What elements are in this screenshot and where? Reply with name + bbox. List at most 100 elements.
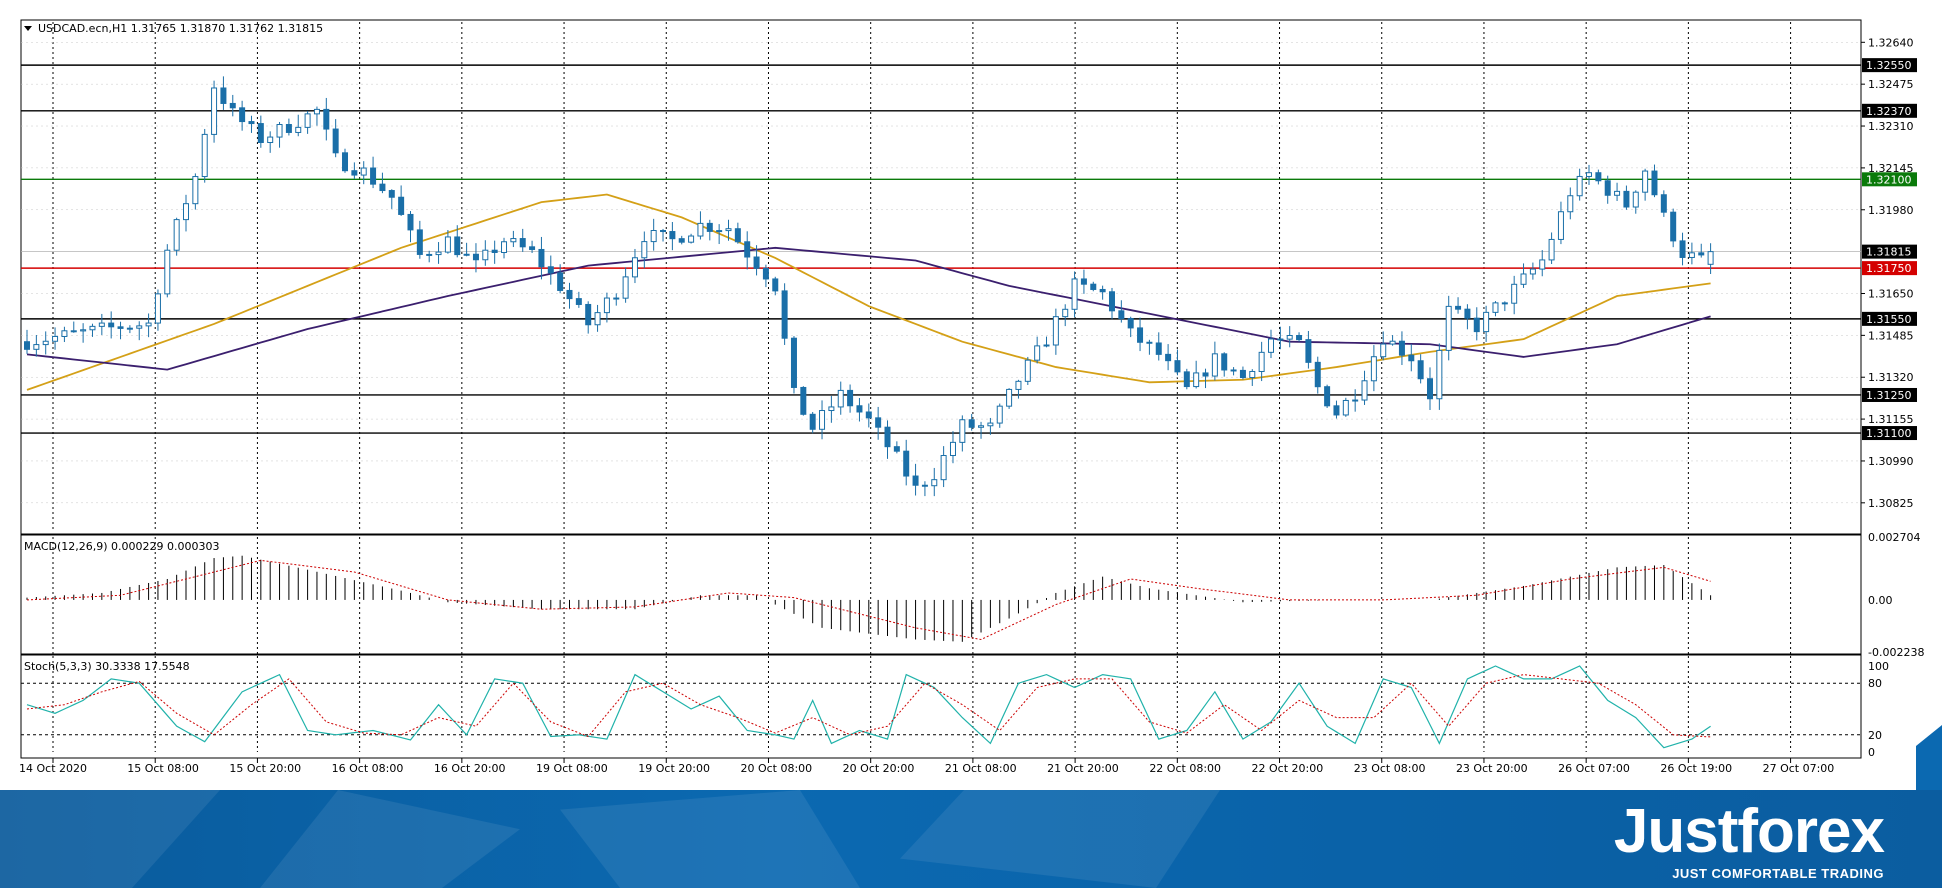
bullish-candle: [154, 293, 161, 324]
bearish-candle: [1165, 353, 1172, 362]
bearish-candle: [865, 411, 872, 419]
bearish-candle: [538, 248, 545, 268]
bullish-candle: [463, 253, 470, 256]
stoch-tick-label: 100: [1868, 660, 1889, 673]
bullish-candle: [1258, 351, 1265, 372]
bullish-candle: [276, 124, 283, 138]
bullish-candle: [173, 219, 180, 251]
bearish-candle: [257, 123, 264, 144]
macd-panel-frame: [20, 534, 1862, 655]
bullish-candle: [1567, 195, 1574, 213]
bearish-candle: [1239, 369, 1246, 379]
price-tick-label: 1.32310: [1868, 120, 1914, 133]
bearish-candle: [229, 102, 236, 109]
bullish-candle: [482, 249, 489, 261]
stoch-tick-label: 20: [1868, 729, 1882, 742]
bearish-candle: [1146, 341, 1153, 344]
bullish-candle: [1548, 238, 1555, 261]
bearish-candle: [220, 87, 227, 104]
level-1.32100-label: 1.32100: [1866, 173, 1912, 186]
bearish-candle: [1127, 318, 1134, 329]
bearish-candle: [875, 417, 882, 428]
time-tick-label: 27 Oct 07:00: [1763, 762, 1835, 775]
bearish-candle: [1473, 317, 1480, 333]
bullish-candle: [1632, 191, 1639, 208]
chart-canvas[interactable]: 1.32640 1.32475 1.32310 1.32145 1.31980 1.316…: [0, 0, 1942, 790]
bearish-candle: [426, 253, 433, 256]
bearish-candle: [547, 266, 554, 274]
bullish-candle: [1586, 172, 1593, 177]
price-tick-label: 1.32475: [1868, 78, 1914, 91]
bullish-candle: [819, 410, 826, 430]
bullish-candle: [725, 228, 732, 232]
bearish-candle: [117, 326, 124, 329]
price-tick-label: 1.31650: [1868, 287, 1914, 300]
bearish-candle: [398, 196, 405, 215]
bullish-candle: [978, 425, 985, 428]
triangle-down-icon[interactable]: [24, 26, 32, 31]
bearish-candle: [809, 413, 816, 430]
time-tick-label: 23 Oct 08:00: [1354, 762, 1426, 775]
bullish-candle: [1024, 359, 1031, 382]
bearish-candle: [1464, 308, 1471, 319]
chart-terminal[interactable]: 1.32640 1.32475 1.32310 1.32145 1.31980 1.316…: [0, 0, 1942, 795]
bullish-candle: [1034, 345, 1041, 361]
bullish-candle: [52, 335, 59, 342]
banner-shard: [560, 790, 860, 888]
time-tick-label: 26 Oct 19:00: [1660, 762, 1732, 775]
bearish-candle: [285, 124, 292, 133]
bullish-candle: [959, 419, 966, 443]
bearish-candle: [332, 128, 339, 154]
bullish-candle: [444, 236, 451, 253]
bullish-candle: [80, 329, 87, 332]
time-tick-label: 15 Oct 20:00: [229, 762, 301, 775]
stoch-k-line: [26, 665, 1711, 749]
bullish-candle: [267, 136, 274, 144]
bearish-candle: [1595, 172, 1602, 182]
bearish-candle: [351, 170, 358, 176]
macd-tick-label: -0.002238: [1868, 646, 1924, 659]
level-1.32370-label: 1.32370: [1866, 105, 1912, 118]
bearish-candle: [893, 446, 900, 452]
bearish-candle: [323, 108, 330, 130]
banner-shard: [0, 790, 220, 888]
bearish-candle: [744, 241, 751, 258]
level-1.31750-label: 1.31750: [1866, 262, 1912, 275]
bearish-candle: [388, 190, 395, 198]
bullish-candle: [1006, 388, 1013, 407]
bearish-candle: [529, 246, 536, 250]
level-1.31250-box: [1862, 387, 1917, 402]
macd-series: [26, 555, 1712, 642]
bullish-candle: [211, 87, 218, 135]
ma-fast-line: [26, 193, 1711, 391]
bearish-candle: [1183, 371, 1190, 388]
stoch-title: Stoch(5,3,3) 30.3338 17.5548: [24, 660, 190, 673]
bullish-candle: [1249, 370, 1256, 379]
bullish-candle: [304, 113, 311, 128]
time-tick-label: 15 Oct 08:00: [127, 762, 199, 775]
price-tick-label: 1.31980: [1868, 204, 1914, 217]
bearish-candle: [472, 253, 479, 261]
bullish-candle: [1436, 349, 1443, 400]
time-tick-label: 21 Oct 20:00: [1047, 762, 1119, 775]
price-tick-label: 1.30825: [1868, 497, 1914, 510]
bullish-candle: [1511, 283, 1518, 304]
bearish-candle: [1155, 342, 1162, 355]
bullish-candle: [1286, 335, 1293, 340]
bearish-candle: [1221, 353, 1228, 371]
bearish-candle: [1623, 190, 1630, 208]
bearish-candle: [1118, 310, 1125, 320]
bearish-candle: [1314, 361, 1321, 388]
bearish-candle: [781, 290, 788, 339]
bullish-candle: [1015, 380, 1022, 390]
bearish-candle: [660, 230, 667, 233]
bearish-candle: [706, 222, 713, 232]
bearish-candle: [1080, 278, 1087, 285]
bullish-candle: [1389, 340, 1396, 345]
bullish-candle: [688, 235, 695, 243]
bearish-candle: [1324, 386, 1331, 407]
bearish-candle: [762, 267, 769, 280]
bearish-candle: [1174, 360, 1181, 373]
current-price-box: [1862, 244, 1917, 259]
price-tick-label: 1.30990: [1868, 455, 1914, 468]
